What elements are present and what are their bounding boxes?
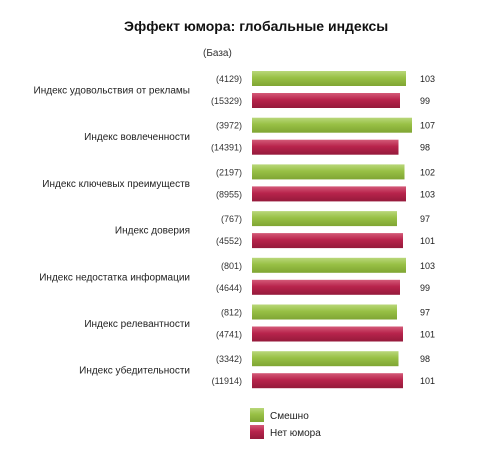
category-label: Индекс недостатка информации [39,271,190,283]
bar-net-yumora [252,186,406,202]
category-row: Индекс удовольствия от рекламы (4129) 103 (… [34,71,435,108]
base-count-net-yumora: (11914) [212,376,242,386]
bar-net-yumora [252,373,403,389]
chart-title: Эффект юмора: глобальные индексы [124,18,388,34]
base-count-net-yumora: (4741) [216,330,242,340]
legend-swatch-net-yumora [250,425,264,439]
value-label-smeshno: 97 [420,214,430,224]
value-label-smeshno: 107 [420,121,435,131]
category-row: Индекс вовлеченности (3972) 107 (14391) 98 [84,117,435,155]
base-count-smeshno: (767) [221,214,242,224]
bar-net-yumora [252,139,399,155]
value-label-net-yumora: 101 [420,236,435,246]
legend-label-smeshno: Смешно [270,411,309,422]
value-label-net-yumora: 101 [420,376,435,386]
category-row: Индекс убедительности (3342) 98 (11914) 101 [79,351,435,389]
legend-swatch-smeshno [250,408,264,422]
bar-smeshno [252,71,406,86]
bar-smeshno [252,351,399,367]
bar-smeshno [252,117,412,133]
value-label-net-yumora: 103 [420,189,435,199]
base-count-smeshno: (4129) [216,74,242,84]
bar-net-yumora [252,326,403,342]
category-row: Индекс недостатка информации (801) 103 (464… [39,257,435,295]
value-label-net-yumora: 101 [420,330,435,340]
base-count-smeshno: (3972) [216,121,242,131]
category-label: Индекс удовольствия от рекламы [34,86,190,97]
bar-net-yumora [252,93,400,108]
bar-net-yumora [252,233,403,249]
category-row: Индекс релевантности (812) 97 (4741) 101 [84,304,435,342]
category-label: Индекс релевантности [84,319,190,330]
bar-smeshno [252,304,397,320]
base-count-smeshno: (2197) [216,167,242,177]
category-label: Индекс вовлеченности [84,132,190,143]
base-count-net-yumora: (14391) [211,143,242,153]
base-count-net-yumora: (4552) [216,236,242,246]
bar-smeshno [252,257,406,273]
value-label-net-yumora: 99 [420,96,430,106]
value-label-smeshno: 102 [420,167,435,177]
value-label-net-yumora: 98 [420,143,430,153]
category-label: Индекс убедительности [79,365,190,377]
legend-label-net-yumora: Нет юмора [270,428,321,439]
base-count-smeshno: (812) [221,308,242,318]
category-row: Индекс доверия (767) 97 (4552) 101 [115,211,435,249]
base-count-net-yumora: (8955) [216,189,242,199]
base-header: (База) [203,48,232,59]
value-label-smeshno: 97 [420,308,430,318]
bar-smeshno [252,211,397,227]
value-label-smeshno: 98 [420,354,430,364]
category-label: Индекс доверия [115,226,190,237]
bar-net-yumora [252,279,400,295]
base-count-net-yumora: (15329) [211,96,242,106]
category-label: Индекс ключевых преимуществ [42,179,190,190]
bar-smeshno [252,164,405,180]
category-row: Индекс ключевых преимуществ (2197) 102 (895… [42,164,435,202]
base-count-net-yumora: (4644) [216,283,242,293]
value-label-smeshno: 103 [420,261,435,271]
base-count-smeshno: (3342) [216,354,242,364]
value-label-net-yumora: 99 [420,283,430,293]
legend: Смешно Нет юмора [250,408,321,439]
value-label-smeshno: 103 [420,74,435,84]
base-count-smeshno: (801) [221,261,242,271]
